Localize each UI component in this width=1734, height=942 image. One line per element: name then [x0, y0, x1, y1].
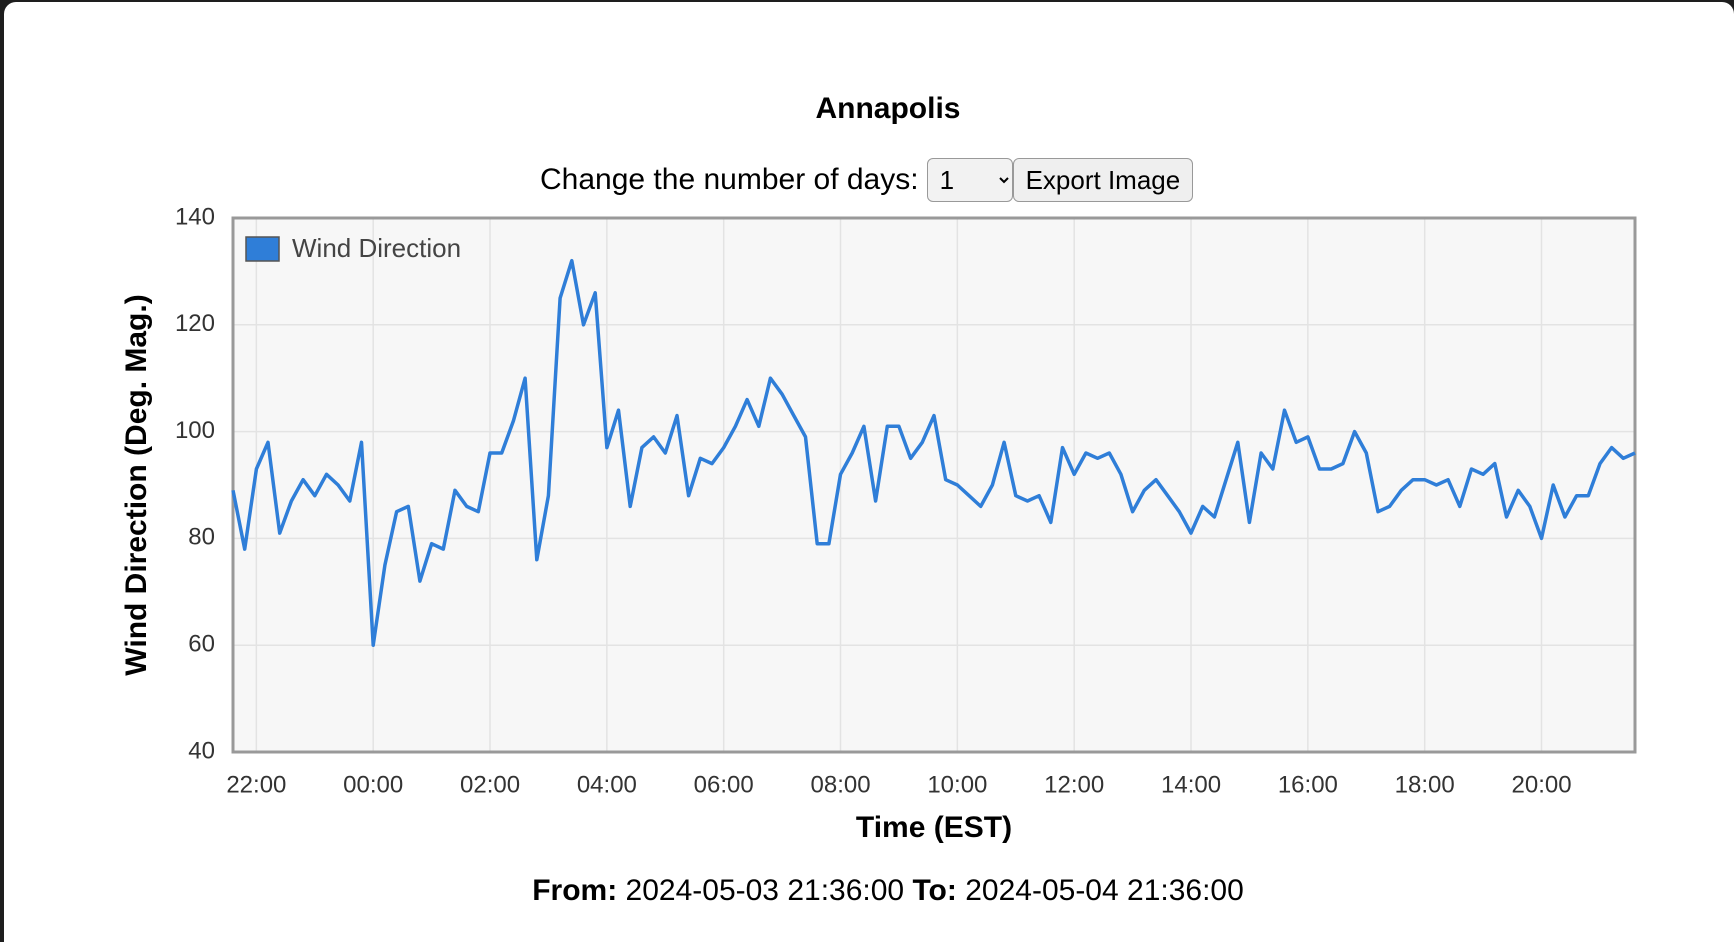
- to-date: 2024-05-04 21:36:00: [965, 874, 1244, 907]
- x-tick-label: 20:00: [1512, 771, 1572, 798]
- x-tick-label: 12:00: [1044, 771, 1104, 798]
- x-tick-label: 16:00: [1278, 771, 1338, 798]
- plot-border: [231, 216, 1637, 754]
- days-label: Change the number of days:: [540, 163, 919, 196]
- date-range: From: 2024-05-03 21:36:00 To: 2024-05-04…: [0, 874, 1734, 908]
- legend-swatch: [245, 236, 280, 262]
- y-tick-label: 140: [175, 203, 215, 230]
- days-select[interactable]: 1: [926, 158, 1013, 202]
- y-axis-title: Wind Direction (Deg. Mag.): [120, 294, 153, 675]
- y-tick-label: 100: [175, 417, 215, 444]
- plot-area: [233, 218, 1635, 752]
- x-tick-label: 18:00: [1395, 771, 1455, 798]
- export-button[interactable]: Export Image: [1012, 158, 1194, 202]
- y-tick-label: 80: [188, 524, 215, 551]
- x-tick-label: 00:00: [343, 771, 403, 798]
- data-line: [231, 258, 1636, 647]
- x-tick-label: 04:00: [577, 771, 637, 798]
- x-axis-title: Time (EST): [856, 811, 1012, 844]
- x-tick-label: 06:00: [694, 771, 754, 798]
- y-tick-label: 120: [175, 310, 215, 337]
- x-tick-label: 10:00: [927, 771, 987, 798]
- chart-title: Annapolis: [815, 92, 961, 125]
- x-tick-label: 08:00: [811, 771, 871, 798]
- to-label: To:: [912, 874, 957, 907]
- x-tick-label: 02:00: [460, 771, 520, 798]
- controls: Change the number of days: 1 Export Imag…: [540, 158, 1194, 202]
- from-date: 2024-05-03 21:36:00: [625, 874, 905, 907]
- y-tick-label: 40: [188, 737, 215, 764]
- y-tick-label: 60: [188, 631, 215, 658]
- from-label: From:: [532, 874, 618, 907]
- x-tick-label: 22:00: [226, 771, 286, 798]
- legend-label: Wind Direction: [292, 233, 461, 263]
- x-tick-label: 14:00: [1161, 771, 1221, 798]
